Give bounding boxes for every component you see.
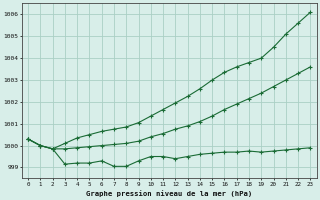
X-axis label: Graphe pression niveau de la mer (hPa): Graphe pression niveau de la mer (hPa): [86, 190, 252, 197]
